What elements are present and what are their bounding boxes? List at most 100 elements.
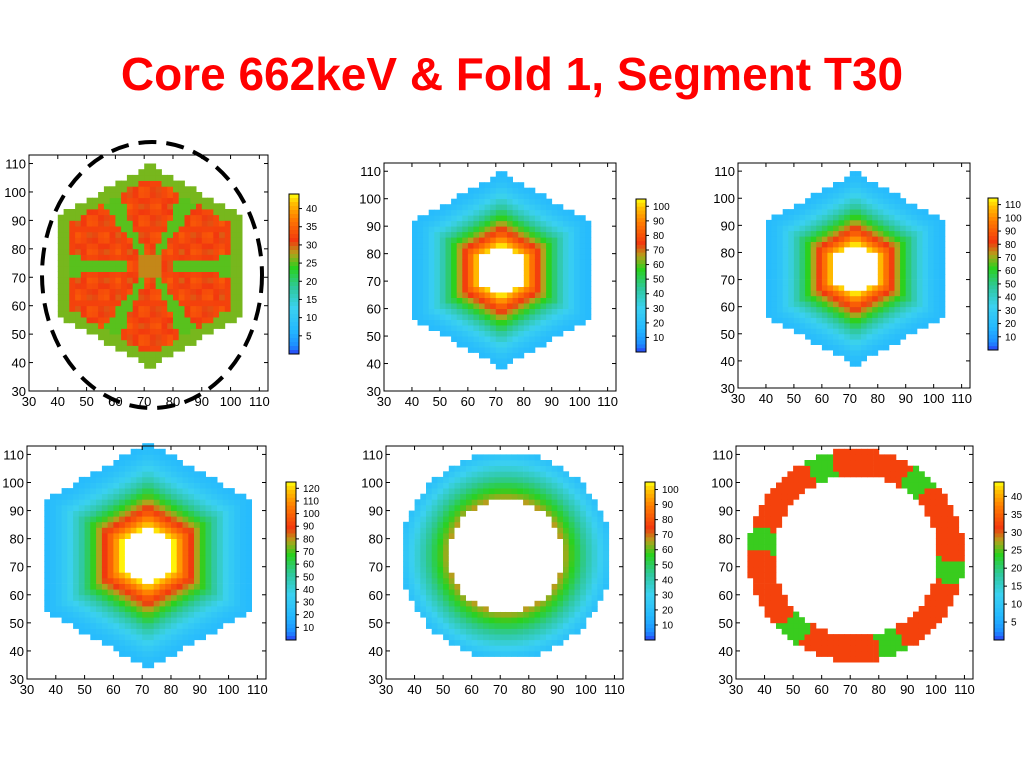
heatmap-cell bbox=[551, 594, 558, 601]
heatmap-cell bbox=[69, 305, 76, 312]
heatmap-cell bbox=[488, 499, 495, 506]
heatmap-cell bbox=[488, 460, 495, 466]
heatmap-cell bbox=[551, 493, 558, 500]
heatmap-cell bbox=[213, 311, 220, 318]
heatmap-cell bbox=[771, 274, 778, 280]
heatmap-cell bbox=[557, 303, 564, 309]
heatmap-cell bbox=[73, 555, 80, 562]
heatmap-cell bbox=[511, 650, 518, 657]
heatmap-cell bbox=[477, 583, 484, 590]
heatmap-cell bbox=[557, 510, 564, 517]
heatmap-cell bbox=[155, 169, 162, 176]
heatmap-cell bbox=[451, 336, 458, 342]
heatmap-cell bbox=[894, 263, 901, 270]
heatmap-cell bbox=[109, 231, 116, 238]
heatmap-cell bbox=[73, 527, 80, 534]
heatmap-cell bbox=[805, 328, 812, 335]
heatmap-cell bbox=[153, 628, 160, 635]
heatmap-cell bbox=[119, 622, 126, 629]
heatmap-cell bbox=[147, 555, 155, 562]
heatmap-cell bbox=[155, 197, 162, 204]
heatmap-cell bbox=[477, 594, 484, 601]
heatmap-cell bbox=[872, 295, 879, 302]
heatmap-cell bbox=[827, 219, 834, 226]
heatmap-cell bbox=[98, 288, 105, 295]
heatmap-cell bbox=[568, 270, 575, 276]
heatmap-cell bbox=[431, 533, 438, 539]
heatmap-cell bbox=[507, 330, 513, 337]
heatmap-cell bbox=[159, 572, 166, 579]
heatmap-cell bbox=[236, 271, 243, 278]
heatmap-cell bbox=[916, 274, 923, 280]
heatmap-cell bbox=[155, 271, 162, 278]
heatmap-cell bbox=[142, 471, 149, 478]
heatmap-cell bbox=[199, 589, 206, 596]
heatmap-cell bbox=[182, 611, 189, 618]
heatmap-cell bbox=[171, 600, 178, 607]
colorbar-segment bbox=[286, 592, 296, 598]
heatmap-cell bbox=[534, 336, 541, 342]
heatmap-cell bbox=[96, 617, 103, 624]
heatmap-cell bbox=[245, 505, 252, 511]
heatmap-cell bbox=[844, 198, 851, 204]
heatmap-cell bbox=[448, 561, 455, 568]
heatmap-cell bbox=[445, 303, 452, 309]
heatmap-cell bbox=[178, 322, 185, 329]
heatmap-cell bbox=[138, 186, 145, 193]
heatmap-cell bbox=[479, 347, 485, 353]
heatmap-cell bbox=[766, 312, 772, 318]
colorbar-segment bbox=[988, 258, 998, 264]
heatmap-cell bbox=[199, 471, 206, 478]
heatmap-cell bbox=[500, 634, 507, 641]
heatmap-cell bbox=[107, 566, 114, 573]
heatmap-cell bbox=[511, 505, 518, 511]
heatmap-cell bbox=[568, 259, 575, 265]
heatmap-cell bbox=[90, 589, 97, 596]
heatmap-cell bbox=[426, 533, 433, 539]
heatmap-cell bbox=[103, 248, 111, 255]
heatmap-cell bbox=[196, 334, 203, 341]
heatmap-cell bbox=[147, 617, 155, 624]
heatmap-cell bbox=[872, 203, 879, 210]
heatmap-cell bbox=[211, 482, 218, 489]
heatmap-cell bbox=[501, 248, 508, 255]
heatmap-cell bbox=[86, 243, 93, 250]
heatmap-cell bbox=[877, 187, 884, 194]
heatmap-cell bbox=[219, 209, 226, 216]
heatmap-cell bbox=[471, 527, 478, 534]
heatmap-cell bbox=[61, 544, 68, 551]
heatmap-cell bbox=[517, 544, 524, 551]
heatmap-cell bbox=[412, 231, 418, 238]
heatmap-cell bbox=[900, 209, 907, 215]
colorbar-tick-label: 50 bbox=[1005, 279, 1017, 290]
heatmap-cell bbox=[80, 294, 87, 301]
heatmap-cell bbox=[534, 297, 541, 304]
heatmap-cell bbox=[939, 219, 946, 226]
heatmap-cell bbox=[167, 226, 174, 233]
heatmap-cell bbox=[849, 214, 856, 221]
heatmap-cell bbox=[109, 203, 116, 210]
heatmap-cell bbox=[484, 226, 491, 233]
heatmap-cell bbox=[130, 634, 137, 641]
heatmap-cell bbox=[479, 204, 485, 211]
heatmap-cell bbox=[443, 544, 450, 551]
heatmap-cell bbox=[182, 533, 189, 539]
heatmap-cell bbox=[454, 561, 461, 568]
heatmap-cell bbox=[483, 544, 490, 551]
heatmap-cell bbox=[505, 628, 512, 635]
heatmap-cell bbox=[213, 294, 220, 301]
heatmap-cell bbox=[171, 510, 178, 517]
heatmap-cell bbox=[153, 566, 160, 573]
heatmap-cell bbox=[126, 283, 134, 290]
heatmap-cell bbox=[194, 471, 201, 478]
heatmap-cell bbox=[428, 319, 435, 326]
y-tick-label: 40 bbox=[721, 354, 735, 369]
heatmap-cell bbox=[228, 510, 235, 517]
heatmap-cell bbox=[115, 288, 122, 295]
heatmap-cell bbox=[460, 555, 467, 562]
heatmap-cell bbox=[115, 220, 122, 227]
heatmap-cell bbox=[805, 257, 812, 264]
colorbar-segment bbox=[286, 604, 296, 609]
heatmap-cell bbox=[833, 257, 839, 264]
heatmap-cell bbox=[234, 555, 241, 562]
